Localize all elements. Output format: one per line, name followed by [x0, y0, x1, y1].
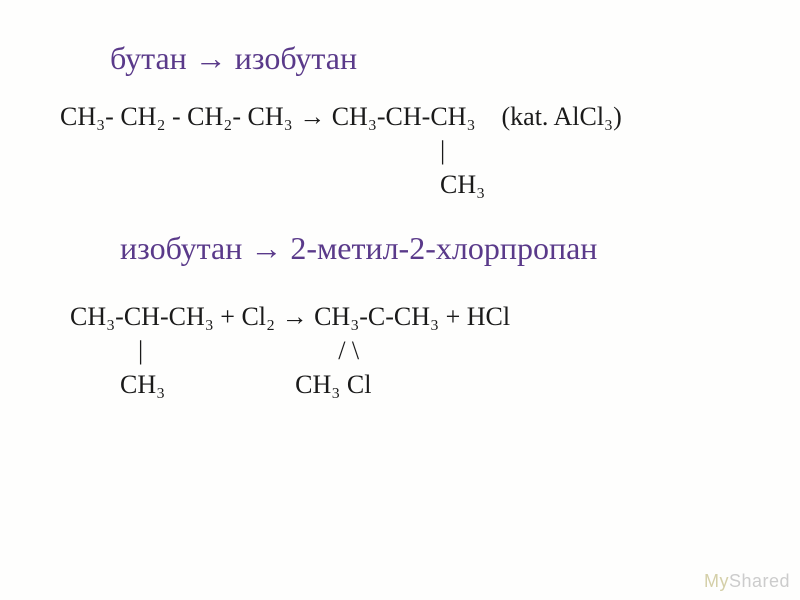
reaction2-equation-line2: | / \	[138, 336, 740, 366]
reaction2-title: изобутан → 2-метил-2-хлорпропан	[120, 230, 740, 267]
reaction2-equation-line3: CH₃ CH₃ Cl	[120, 370, 740, 400]
reaction1-equation-line3: CH₃	[440, 170, 740, 200]
reaction2-equation-line1: CH₃-CH-CH₃ + Cl₂ → CH₃-C-CH₃ + HCl	[70, 302, 740, 332]
slide-container: бутан → изобутан CH₃- CH₂ - CH₂- CH₃ → C…	[0, 0, 800, 600]
watermark: MyShared	[704, 571, 790, 592]
reaction1-title: бутан → изобутан	[110, 40, 740, 77]
watermark-part1: My	[704, 571, 729, 591]
reaction1-equation-line2: |	[440, 136, 740, 166]
watermark-part2: Shared	[729, 571, 790, 591]
reaction1-equation-line1: CH₃- CH₂ - CH₂- CH₃ → CH₃-CH-CH₃ (kat. A…	[60, 102, 740, 132]
